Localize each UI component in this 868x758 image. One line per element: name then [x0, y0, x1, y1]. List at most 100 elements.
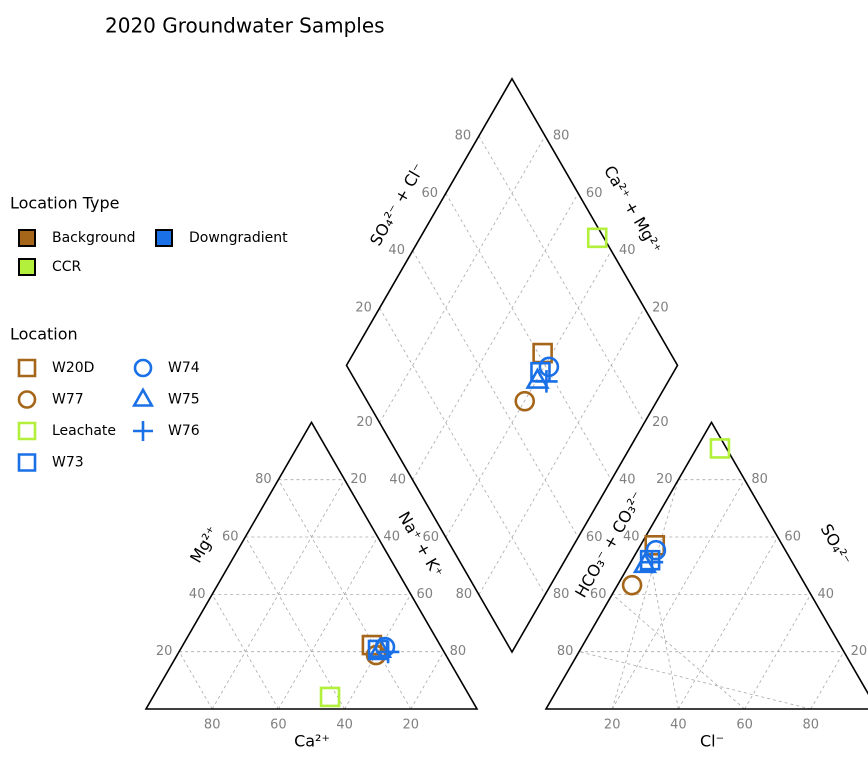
diamond-point — [532, 342, 553, 364]
tick-label: 60 — [736, 718, 753, 733]
legend-marker — [17, 421, 37, 441]
grid-line — [211, 594, 279, 710]
grid-line — [611, 479, 679, 710]
tick-label: 60 — [586, 186, 603, 201]
grid-line — [579, 651, 811, 710]
tick-label: 20 — [656, 472, 673, 487]
legend-label: W75 — [168, 392, 200, 408]
grid-line — [410, 651, 445, 710]
grid-line — [379, 307, 546, 595]
grid-line — [178, 651, 213, 710]
tick-label: 60 — [784, 530, 801, 545]
tick-label: 80 — [456, 587, 473, 602]
grid-line — [678, 536, 779, 710]
legend-swatch — [18, 229, 36, 247]
legend-label: W77 — [52, 392, 84, 408]
grid-line — [244, 536, 345, 710]
tick-label: 60 — [586, 530, 603, 545]
anion-point — [640, 550, 664, 574]
anion-point — [709, 438, 731, 459]
tick-label: 40 — [623, 530, 640, 545]
tick-label: 60 — [270, 718, 287, 733]
tick-label: 60 — [590, 587, 607, 602]
grid-line — [744, 594, 812, 710]
axis-title: SO₄²⁻ — [817, 521, 855, 569]
tick-label: 40 — [619, 473, 636, 488]
chart-title: 2020 Groundwater Samples — [105, 14, 385, 38]
axis-title: SO₄²⁻ + Cl⁻ — [366, 160, 428, 249]
tick-label: 80 — [255, 472, 272, 487]
cation-point — [319, 686, 341, 708]
tick-label: 20 — [652, 415, 669, 430]
tick-label: 80 — [557, 644, 574, 659]
tick-label: 20 — [851, 644, 868, 659]
axis-title: Ca²⁺ — [294, 732, 330, 751]
tick-label: 40 — [383, 530, 400, 545]
outline — [144, 420, 479, 710]
tick-label: 60 — [222, 530, 239, 545]
tick-label: 20 — [156, 644, 173, 659]
tick-label: 60 — [423, 530, 440, 545]
tick-label: 20 — [604, 718, 621, 733]
grid-line — [611, 594, 745, 710]
tick-label: 80 — [803, 718, 820, 733]
outline — [544, 420, 868, 710]
tick-label: 80 — [455, 129, 472, 144]
grid-line — [478, 135, 645, 423]
legend-label: Downgradient — [189, 230, 288, 246]
legend-label: Background — [52, 230, 136, 246]
legend-swatch — [155, 229, 173, 247]
legend-marker — [133, 358, 153, 378]
tick-label: 40 — [670, 718, 687, 733]
tick-label: 80 — [553, 129, 570, 144]
tick-label: 60 — [417, 587, 434, 602]
axis-title: Mg²⁺ — [186, 523, 222, 566]
diamond-point — [538, 356, 560, 378]
legend-swatch — [18, 258, 36, 276]
tick-label: 40 — [189, 587, 206, 602]
tick-label: 40 — [336, 718, 353, 733]
legend-label: CCR — [52, 259, 82, 275]
legend-marker — [17, 358, 37, 378]
axis-title: Cl⁻ — [700, 732, 724, 751]
grid-line — [412, 250, 579, 538]
diamond-point — [525, 367, 550, 389]
tick-label: 80 — [450, 644, 467, 659]
cation-point — [367, 636, 393, 658]
legend-title: Location — [10, 325, 78, 344]
grid-line — [445, 250, 612, 538]
tick-label: 80 — [204, 718, 221, 733]
tick-label: 20 — [652, 301, 669, 316]
tick-label: 40 — [818, 587, 835, 602]
legend-marker — [133, 421, 153, 441]
axis-title: Na⁺ + K⁺ — [394, 508, 447, 580]
grid-line — [278, 536, 379, 710]
legend-label: W20D — [52, 360, 94, 376]
anion-point — [621, 574, 643, 596]
tick-label: 60 — [422, 186, 439, 201]
tick-label: 80 — [751, 472, 768, 487]
legend-label: W76 — [168, 423, 200, 439]
tick-label: 20 — [403, 718, 420, 733]
legend-marker — [17, 453, 37, 472]
legend-label: W73 — [52, 455, 84, 471]
tick-label: 40 — [389, 473, 406, 488]
tick-label: 20 — [350, 472, 367, 487]
grid-line — [445, 193, 612, 481]
grid-line — [810, 651, 845, 710]
tick-label: 40 — [388, 243, 405, 258]
diamond-point — [586, 227, 608, 249]
outline — [345, 77, 679, 654]
legend-label: W74 — [168, 360, 200, 376]
tick-label: 80 — [553, 587, 570, 602]
tick-label: 20 — [356, 415, 373, 430]
tick-label: 20 — [355, 301, 372, 316]
diamond-point — [514, 390, 536, 412]
legend-title: Location Type — [10, 194, 120, 213]
grid-line — [379, 135, 546, 423]
cation-point — [376, 640, 400, 664]
grid-line — [478, 307, 645, 595]
diamond-point — [535, 370, 558, 393]
grid-line — [412, 193, 579, 481]
